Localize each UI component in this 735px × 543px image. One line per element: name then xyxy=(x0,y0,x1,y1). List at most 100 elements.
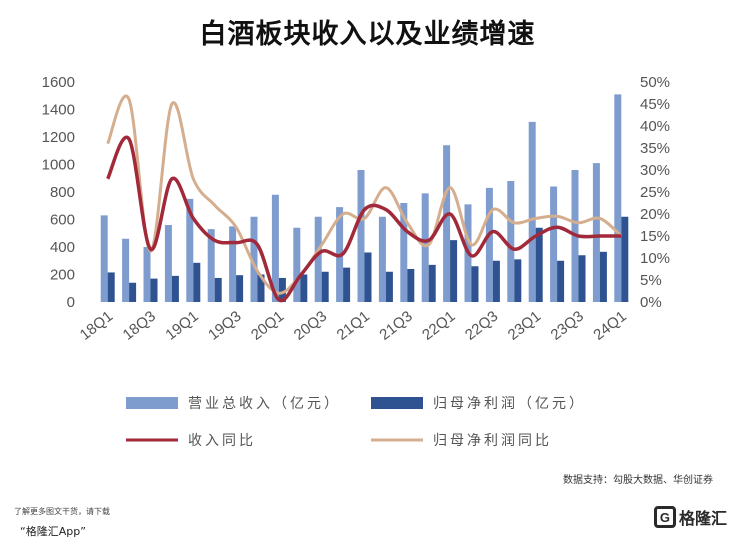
bar-net-profit xyxy=(300,274,308,302)
bar-revenue xyxy=(293,227,301,302)
x-tick-label: 22Q3 xyxy=(462,308,501,344)
x-tick-label: 24Q1 xyxy=(590,308,629,344)
right-tick-label: 15% xyxy=(640,228,670,245)
left-tick-label: 1000 xyxy=(42,157,75,174)
right-tick-label: 45% xyxy=(640,96,670,113)
bar-net-profit xyxy=(514,259,522,302)
right-axis: 0% 5% 10% 15% 20% 25% 30% 35% 40% 45% 50% xyxy=(640,74,670,311)
bar-net-profit xyxy=(599,251,607,302)
line-revenue-yoy xyxy=(106,135,622,303)
legend-revenue-swatch xyxy=(126,397,178,409)
legend-revenue-yoy-label: 收入同比 xyxy=(188,433,256,449)
legend-net-profit-yoy-label: 归母净利润同比 xyxy=(433,432,552,449)
bar-revenue xyxy=(314,216,322,302)
left-tick-label: 400 xyxy=(50,239,75,256)
bar-revenue xyxy=(271,194,279,302)
legend: 营业总收入（亿元） 归母净利润（亿元） 收入同比 归母净利润同比 xyxy=(126,395,586,449)
bar-net-profit xyxy=(129,282,137,302)
bar-net-profit xyxy=(107,272,115,302)
bar-net-profit xyxy=(621,216,629,302)
logo-text: 格隆汇 xyxy=(678,509,727,528)
bar-revenue xyxy=(229,226,237,302)
bar-revenue xyxy=(186,198,194,302)
x-tick-label: 21Q1 xyxy=(334,308,373,344)
bar-net-profit xyxy=(578,255,586,302)
x-tick-label: 18Q3 xyxy=(120,308,159,344)
x-tick-label: 23Q1 xyxy=(505,308,544,344)
bar-net-profit xyxy=(278,277,286,302)
bar-revenue xyxy=(143,247,151,302)
right-tick-label: 0% xyxy=(640,294,662,311)
bar-net-profit xyxy=(343,267,351,302)
chart-title: 白酒板块收入以及业绩增速 xyxy=(199,19,536,50)
left-tick-label: 1200 xyxy=(42,129,75,146)
right-tick-label: 35% xyxy=(640,140,670,157)
bar-net-profit xyxy=(535,227,543,302)
bar-net-profit xyxy=(321,271,329,302)
left-tick-label: 800 xyxy=(50,184,75,201)
left-tick-label: 1400 xyxy=(42,102,75,119)
x-tick-label: 18Q1 xyxy=(77,308,116,344)
bar-net-profit xyxy=(492,260,500,302)
bar-net-profit xyxy=(236,275,244,302)
bar-net-profit xyxy=(150,278,158,302)
bar-revenue xyxy=(592,163,600,302)
source-note: 数据支持：勾股大数据、华创证券 xyxy=(563,475,713,486)
x-tick-label: 20Q3 xyxy=(291,308,330,344)
legend-revenue-label: 营业总收入（亿元） xyxy=(188,396,341,412)
bar-revenue xyxy=(550,186,558,302)
bar-revenue xyxy=(400,203,408,302)
bar-net-profit xyxy=(557,260,565,302)
x-tick-label: 20Q1 xyxy=(248,308,287,344)
bar-net-profit xyxy=(407,269,415,302)
right-tick-label: 5% xyxy=(640,272,662,289)
brand-logo: G 格隆汇 xyxy=(653,505,727,529)
left-tick-label: 1600 xyxy=(42,74,75,91)
right-tick-label: 20% xyxy=(640,206,670,223)
bar-net-profit xyxy=(364,252,372,302)
line-net-profit-yoy xyxy=(106,94,623,295)
logo-mark-icon: G xyxy=(653,506,676,528)
lines xyxy=(106,94,623,303)
x-tick-label: 21Q3 xyxy=(376,308,415,344)
bar-revenue xyxy=(485,187,493,302)
right-tick-label: 50% xyxy=(640,74,670,91)
x-tick-label: 23Q3 xyxy=(548,308,587,344)
bar-net-profit xyxy=(193,262,201,302)
x-tick-label: 19Q1 xyxy=(162,308,201,344)
x-axis: 18Q1 18Q3 19Q1 19Q3 20Q1 20Q3 21Q1 21Q3 22Q1 22Q3… xyxy=(77,308,630,344)
left-tick-label: 600 xyxy=(50,212,75,229)
bar-revenue xyxy=(164,225,172,302)
x-tick-label: 19Q3 xyxy=(205,308,244,344)
footer-tip: 了解更多图文干货，请下载 xyxy=(14,507,110,516)
bar-net-profit xyxy=(171,275,179,302)
bar-net-profit xyxy=(385,271,393,302)
bar-net-profit xyxy=(428,264,436,302)
footer-app-name: “格隆汇App” xyxy=(20,525,86,538)
bar-revenue xyxy=(443,145,451,302)
bar-revenue xyxy=(207,229,215,302)
bar-revenue xyxy=(614,94,622,302)
right-tick-label: 25% xyxy=(640,184,670,201)
bar-revenue xyxy=(250,216,258,302)
legend-net-profit-swatch xyxy=(371,397,423,409)
x-tick-label: 22Q1 xyxy=(419,308,458,344)
left-tick-label: 0 xyxy=(67,294,75,311)
bar-net-profit xyxy=(214,277,222,302)
bar-revenue xyxy=(100,215,108,302)
bar-net-profit xyxy=(257,274,265,302)
right-tick-label: 30% xyxy=(640,162,670,179)
bar-net-profit xyxy=(471,266,479,302)
bar-revenue xyxy=(378,216,386,302)
bars xyxy=(100,94,629,302)
bar-revenue xyxy=(507,181,515,302)
right-tick-label: 10% xyxy=(640,250,670,267)
right-tick-label: 40% xyxy=(640,118,670,135)
left-tick-label: 200 xyxy=(50,267,75,284)
bar-revenue xyxy=(528,121,536,302)
legend-net-profit-label: 归母净利润（亿元） xyxy=(433,395,586,412)
bar-net-profit xyxy=(450,240,458,302)
bar-revenue xyxy=(357,170,365,302)
bar-revenue xyxy=(421,193,429,302)
